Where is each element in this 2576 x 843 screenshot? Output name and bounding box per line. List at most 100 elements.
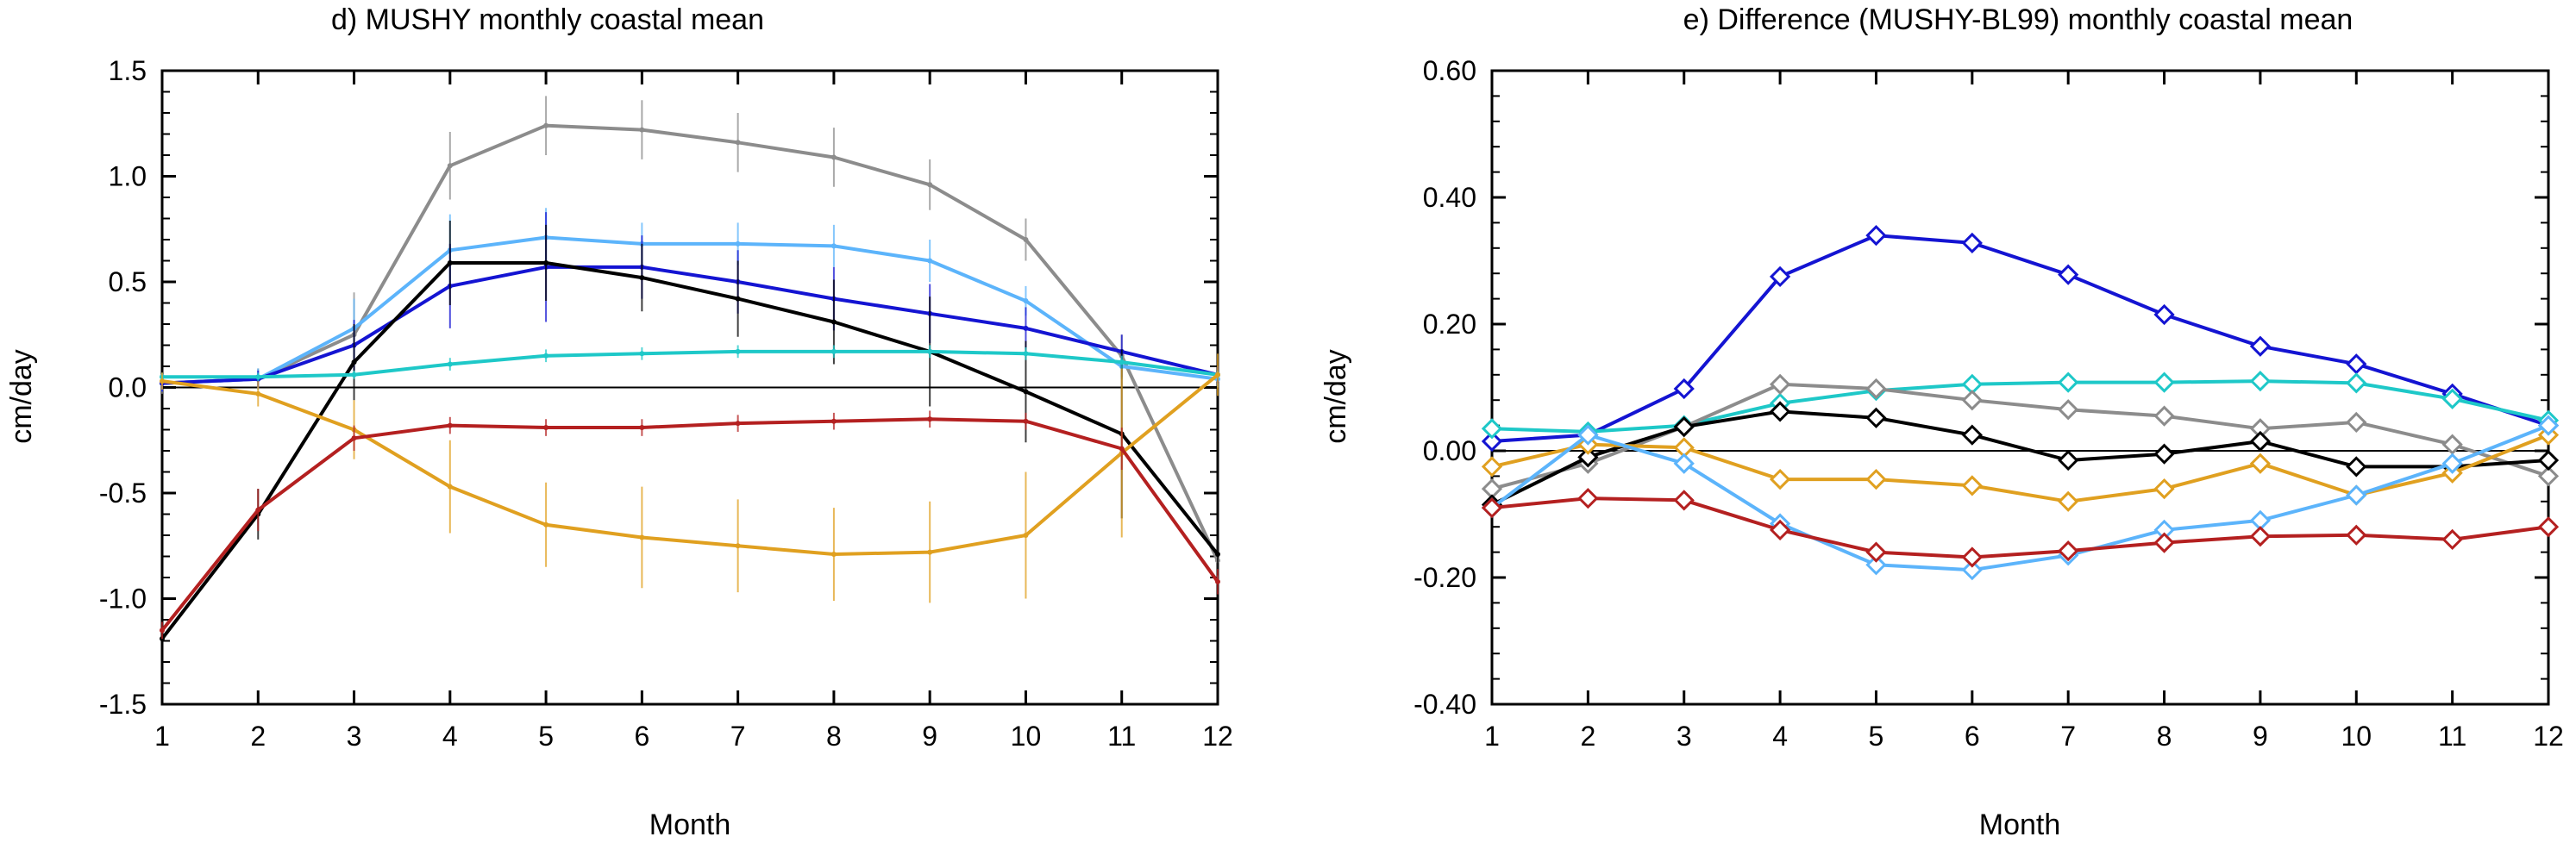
data-point-marker xyxy=(2249,335,2272,357)
x-tick-label: 12 xyxy=(2533,721,2564,752)
data-point-marker xyxy=(2537,449,2560,471)
data-point xyxy=(830,319,837,325)
data-point xyxy=(1023,351,1029,357)
plot-frame xyxy=(1490,69,2550,706)
y-tick-label: -1.5 xyxy=(99,689,147,720)
data-point-marker xyxy=(1769,401,1791,422)
data-point xyxy=(639,275,645,281)
series-line xyxy=(162,349,1219,379)
x-tick-label: 2 xyxy=(1580,721,1595,752)
series-line xyxy=(1491,379,2549,434)
x-tick-label: 9 xyxy=(922,721,937,752)
data-point xyxy=(735,421,741,427)
x-tick-label: 1 xyxy=(1484,721,1500,752)
data-point-marker xyxy=(1961,559,1983,581)
data-point xyxy=(160,378,165,384)
data-point xyxy=(927,348,933,354)
data-point xyxy=(351,435,357,441)
data-point xyxy=(735,543,741,549)
data-point xyxy=(1215,578,1220,584)
series-line xyxy=(160,417,1219,632)
data-point xyxy=(160,628,165,634)
x-tick-label: 6 xyxy=(634,721,649,752)
x-tick-label: 4 xyxy=(442,721,458,752)
data-point-marker xyxy=(2058,399,2079,421)
x-tick-label: 5 xyxy=(538,721,554,752)
data-point xyxy=(255,374,261,380)
data-point xyxy=(830,154,837,160)
y-axis-label: cm/day xyxy=(5,349,38,444)
series-line xyxy=(161,373,1219,556)
data-point xyxy=(735,140,741,146)
series-5 xyxy=(1481,424,2560,512)
data-point-marker xyxy=(2441,528,2463,551)
data-point xyxy=(830,243,837,249)
data-point-marker xyxy=(1769,265,1791,287)
data-point-marker xyxy=(1769,468,1791,490)
data-point xyxy=(543,521,549,528)
series-2 xyxy=(160,208,1220,392)
chart-title: e) Difference (MUSHY-BL99) monthly coast… xyxy=(1683,3,2353,36)
data-point-marker xyxy=(1481,418,1503,440)
x-tick-label: 8 xyxy=(2157,721,2172,752)
data-point xyxy=(1023,418,1029,424)
data-point-marker xyxy=(2058,490,2079,512)
series-6 xyxy=(160,353,1220,603)
series-line xyxy=(1491,234,2549,443)
x-tick-label: 4 xyxy=(1772,721,1788,752)
data-point-marker xyxy=(1481,497,1503,519)
x-axis-label: Month xyxy=(1979,809,2061,841)
data-point xyxy=(255,390,261,397)
data-point xyxy=(830,348,837,354)
data-point-marker xyxy=(2346,524,2367,546)
data-point xyxy=(1215,552,1220,558)
data-point-marker xyxy=(1577,446,1599,468)
series-line xyxy=(160,261,1219,640)
data-point-marker xyxy=(1865,407,1887,428)
data-point xyxy=(1023,325,1029,331)
data-point xyxy=(1023,533,1029,538)
data-point xyxy=(639,534,645,540)
data-point xyxy=(927,182,933,188)
data-point-marker xyxy=(1481,430,1503,453)
y-tick-label: -1.0 xyxy=(99,584,147,615)
data-point xyxy=(1023,298,1029,304)
x-tick-label: 6 xyxy=(1965,721,1980,752)
data-point xyxy=(830,418,837,424)
data-point xyxy=(447,163,453,169)
data-point-marker xyxy=(2249,453,2272,474)
data-point xyxy=(830,552,837,558)
data-point-marker xyxy=(2058,264,2079,285)
series-line xyxy=(1490,423,2549,572)
data-point-marker xyxy=(2153,478,2175,500)
data-point xyxy=(927,416,933,422)
data-point xyxy=(927,549,933,555)
data-point-marker xyxy=(1673,415,1695,438)
data-point-marker xyxy=(2058,540,2079,562)
x-tick-label: 11 xyxy=(1107,721,1136,752)
data-point-marker xyxy=(1481,456,1503,478)
data-point xyxy=(543,122,549,128)
series-line xyxy=(161,123,1219,562)
x-tick-label: 8 xyxy=(826,721,842,752)
data-point-marker xyxy=(1865,224,1887,247)
series-line xyxy=(161,235,1219,385)
data-point-marker xyxy=(1961,424,1983,446)
data-point xyxy=(543,259,549,265)
y-tick-label: -0.5 xyxy=(99,478,147,509)
x-tick-label: 3 xyxy=(347,721,362,752)
data-point xyxy=(735,296,741,302)
data-point-marker xyxy=(2346,372,2367,394)
series-line xyxy=(1491,409,2549,507)
data-point xyxy=(639,425,645,431)
series-3 xyxy=(1481,373,2560,500)
data-point-marker xyxy=(2249,430,2272,453)
data-point-marker xyxy=(2537,465,2560,487)
series-4 xyxy=(1481,401,2560,515)
data-point-marker xyxy=(2346,411,2367,434)
series-3 xyxy=(160,212,1220,392)
data-point-marker xyxy=(1865,468,1887,490)
data-point-marker xyxy=(1577,424,1599,446)
data-point xyxy=(447,361,453,367)
data-point-marker xyxy=(2058,372,2079,393)
